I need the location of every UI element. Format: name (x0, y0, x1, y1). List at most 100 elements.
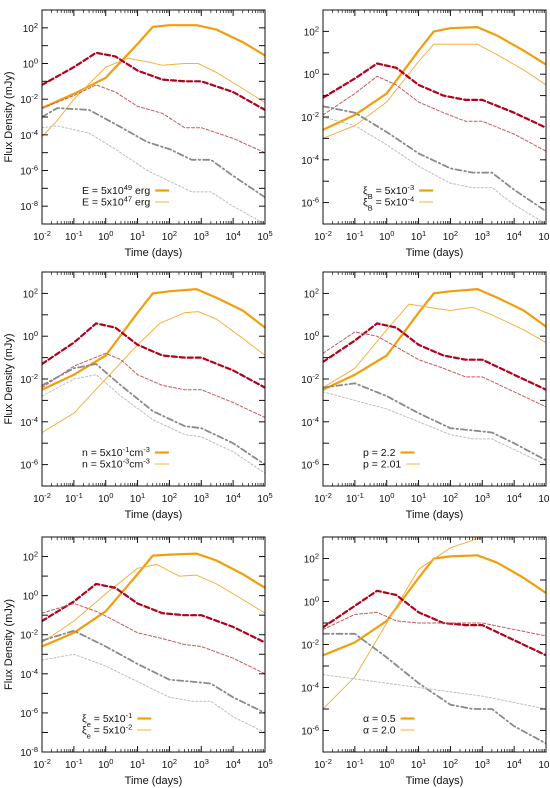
x-tick-label: 105 (257, 757, 272, 772)
x-tick-label: 10-2 (314, 757, 332, 772)
y-tick-label: 10-6 (301, 723, 319, 738)
legend-label: n = 5x10-1cm-3 (82, 445, 150, 460)
x-tick-label: 10-2 (314, 229, 332, 244)
x-tick-label: 105 (538, 491, 550, 506)
series-line-3 (323, 611, 546, 637)
plot-frame (322, 536, 547, 753)
y-tick-label: 100 (23, 56, 38, 71)
x-tick-label: 103 (475, 491, 490, 506)
plot-frame (41, 9, 266, 225)
x-tick-label: 100 (98, 229, 113, 244)
legend-label: α = 2.0 (363, 725, 396, 737)
series-line-0 (42, 288, 265, 391)
series-line-3 (42, 603, 265, 675)
x-axis-label: Time (days) (125, 509, 183, 521)
x-axis-label: Time (days) (406, 509, 464, 521)
x-tick-label: 103 (194, 491, 209, 506)
y-tick-label: 10-6 (20, 705, 38, 720)
y-tick-label: 10-4 (20, 127, 38, 142)
chart-panel-d: 10-2 10-1 100 101 102 103 104 105 10-6 10-4 10-2 10… (301, 271, 550, 521)
x-tick-label: 105 (257, 491, 272, 506)
plot-frame (322, 9, 547, 225)
series-line-1 (42, 563, 265, 643)
y-tick-label: 102 (23, 20, 38, 35)
chart-panel-e: 10-2 10-1 100 101 102 103 104 105 10-8 10-6 10-4 10… (3, 536, 273, 787)
x-tick-label: 104 (506, 229, 521, 244)
x-tick-label: 10-1 (65, 229, 83, 244)
chart-panel-c: 10-2 10-1 100 101 102 103 104 105 10-6 10-4 10-2 10… (3, 271, 273, 521)
y-tick-label: 10-8 (20, 745, 38, 760)
legend-label: E = 5x1049 erg (82, 183, 150, 198)
x-tick-label: 104 (225, 229, 240, 244)
series-line-5 (42, 653, 265, 733)
x-tick-label: 103 (194, 229, 209, 244)
y-tick-label: 10-2 (301, 637, 319, 652)
x-tick-label: 10-2 (314, 491, 332, 506)
y-tick-label: 100 (23, 588, 38, 603)
y-tick-label: 100 (23, 329, 38, 344)
y-tick-label: 10-2 (20, 372, 38, 387)
y-tick-label: 10-6 (20, 163, 38, 178)
series-group (323, 537, 546, 745)
x-tick-label: 102 (443, 491, 458, 506)
y-tick-label: 102 (23, 549, 38, 564)
series-line-0 (42, 552, 265, 648)
chart-panel-b: 10-2 10-1 100 101 102 103 104 105 10-6 10-4 10-2 10… (301, 9, 550, 259)
x-tick-label: 102 (443, 757, 458, 772)
x-axis-label: Time (days) (125, 247, 183, 259)
legend-label: E = 5x1047 erg (82, 194, 150, 209)
series-line-1 (42, 57, 265, 138)
series-group (42, 288, 265, 474)
x-tick-label: 102 (162, 229, 177, 244)
x-axis-label: Time (days) (125, 775, 183, 787)
series-line-4 (323, 382, 546, 462)
x-tick-label: 102 (443, 229, 458, 244)
legend-label: α = 0.5 (363, 713, 396, 725)
x-tick-label: 104 (506, 491, 521, 506)
y-tick-label: 10-4 (20, 414, 38, 429)
legend: p = 2.2p = 2.01 (363, 447, 421, 471)
series-line-5 (323, 674, 546, 710)
series-line-0 (323, 26, 546, 131)
x-tick-label: 100 (379, 229, 394, 244)
y-axis-label: Flux Density (mJy) (3, 333, 15, 424)
x-tick-label: 10-1 (346, 229, 364, 244)
series-line-4 (42, 107, 265, 199)
series-line-4 (323, 105, 546, 213)
y-tick-label: 102 (23, 286, 38, 301)
x-tick-label: 104 (225, 757, 240, 772)
series-group (42, 24, 265, 224)
x-tick-label: 105 (538, 229, 550, 244)
series-line-1 (323, 537, 546, 710)
series-line-2 (323, 589, 546, 657)
legend-label: ξe = 5x10-2 (82, 722, 132, 740)
series-line-3 (323, 331, 546, 408)
chart-panel-a: 10-2 10-1 100 101 102 103 104 105 10-8 10-6 10-4 10… (3, 9, 273, 259)
y-tick-label: 102 (304, 24, 319, 39)
y-tick-label: 10-2 (20, 627, 38, 642)
chart-panel-f: 10-2 10-1 100 101 102 103 104 105 10-6 10-4 10-2 10… (301, 536, 550, 787)
legend-label: n = 5x10-3cm-3 (82, 456, 150, 471)
x-tick-label: 100 (98, 757, 113, 772)
x-tick-label: 100 (98, 491, 113, 506)
x-axis-label: Time (days) (406, 775, 464, 787)
series-line-1 (323, 303, 546, 389)
y-tick-label: 10-2 (20, 92, 38, 107)
series-line-1 (323, 43, 546, 139)
x-tick-label: 10-1 (65, 757, 83, 772)
x-tick-label: 100 (379, 491, 394, 506)
y-tick-label: 10-6 (20, 457, 38, 472)
y-tick-label: 102 (304, 551, 319, 566)
x-tick-label: 10-2 (33, 491, 51, 506)
y-tick-label: 10-6 (301, 457, 319, 472)
series-line-2 (42, 51, 265, 112)
series-group (323, 288, 546, 466)
x-tick-label: 102 (162, 491, 177, 506)
legend-label: p = 2.01 (363, 459, 401, 471)
x-axis-label: Time (days) (406, 247, 464, 259)
x-tick-label: 103 (475, 757, 490, 772)
x-tick-label: 10-1 (346, 491, 364, 506)
series-line-5 (42, 125, 265, 224)
y-tick-label: 10-4 (301, 414, 319, 429)
